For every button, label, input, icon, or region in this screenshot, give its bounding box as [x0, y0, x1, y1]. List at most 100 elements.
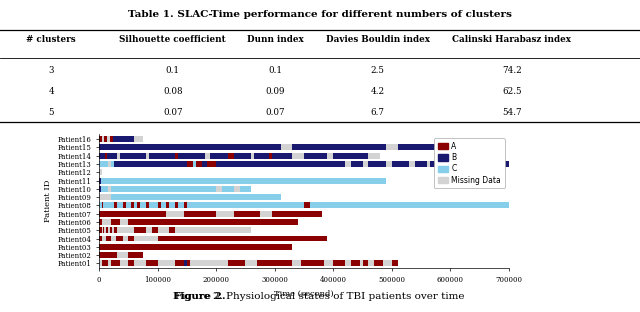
Bar	[333, 153, 369, 159]
Bar	[222, 186, 234, 192]
Bar	[234, 153, 252, 159]
Bar	[125, 202, 131, 208]
Bar	[149, 153, 175, 159]
Bar	[374, 261, 383, 266]
Bar	[146, 261, 157, 266]
Bar	[438, 161, 444, 167]
Bar	[149, 202, 157, 208]
Bar	[99, 136, 102, 142]
Bar	[345, 261, 351, 266]
Bar	[351, 261, 360, 266]
Bar	[427, 161, 430, 167]
Bar	[99, 219, 102, 225]
Bar	[129, 252, 143, 258]
Bar	[99, 161, 108, 167]
Bar	[120, 219, 129, 225]
Bar	[99, 236, 102, 241]
Bar	[187, 261, 190, 266]
Bar	[184, 211, 216, 217]
Text: 6.7: 6.7	[371, 108, 385, 117]
Bar	[178, 153, 205, 159]
Bar	[397, 144, 474, 150]
Bar	[146, 153, 149, 159]
Legend: A, B, C, Missing Data: A, B, C, Missing Data	[434, 138, 505, 188]
Text: Figure 2.: Figure 2.	[173, 292, 225, 301]
Bar	[328, 153, 333, 159]
Bar	[108, 261, 111, 266]
Text: Dunn index: Dunn index	[247, 35, 303, 44]
Bar	[392, 261, 397, 266]
Bar	[239, 186, 252, 192]
Bar	[157, 261, 175, 266]
Bar	[324, 261, 333, 266]
Bar	[280, 144, 292, 150]
Bar	[362, 261, 369, 266]
Bar	[175, 202, 178, 208]
Text: 0.09: 0.09	[266, 87, 285, 96]
Bar	[116, 236, 123, 241]
Bar	[157, 202, 161, 208]
Bar	[351, 161, 362, 167]
Bar	[304, 153, 328, 159]
Bar	[131, 202, 134, 208]
Bar	[178, 202, 184, 208]
Bar	[114, 202, 116, 208]
Bar	[383, 261, 392, 266]
Text: Figure 2. Physiological states of TBI patients over time: Figure 2. Physiological states of TBI pa…	[173, 292, 462, 301]
Bar	[386, 161, 392, 167]
Bar	[102, 136, 104, 142]
Bar	[116, 227, 134, 233]
Bar	[474, 161, 485, 167]
Text: 0.07: 0.07	[163, 108, 182, 117]
Bar	[107, 136, 109, 142]
Text: Figure 2. Physiological states of TBI patients over time: Figure 2. Physiological states of TBI pa…	[175, 292, 465, 301]
Bar	[99, 178, 101, 183]
Bar	[360, 261, 362, 266]
Bar	[216, 161, 345, 167]
Bar	[234, 186, 239, 192]
Bar	[292, 144, 386, 150]
Bar	[193, 161, 196, 167]
Bar	[102, 261, 108, 266]
Bar	[102, 236, 106, 241]
Bar	[216, 186, 222, 192]
Bar	[105, 153, 108, 159]
Bar	[196, 161, 202, 167]
Bar	[99, 186, 101, 192]
Bar	[104, 136, 107, 142]
Bar	[246, 261, 257, 266]
Bar	[99, 202, 102, 208]
Bar	[116, 252, 129, 258]
Text: 0.08: 0.08	[163, 87, 182, 96]
Text: 54.7: 54.7	[502, 108, 522, 117]
Text: Silhouette coefficient: Silhouette coefficient	[120, 35, 226, 44]
Bar	[184, 261, 187, 266]
Bar	[301, 261, 324, 266]
Bar	[123, 236, 129, 241]
Bar	[202, 161, 207, 167]
Bar	[166, 211, 184, 217]
Bar	[146, 202, 149, 208]
Bar	[415, 161, 427, 167]
Text: 0.1: 0.1	[166, 66, 180, 75]
Bar	[187, 161, 193, 167]
Bar	[106, 236, 111, 241]
Bar	[175, 227, 252, 233]
Text: 4: 4	[49, 87, 54, 96]
Bar	[129, 219, 298, 225]
Bar	[292, 261, 301, 266]
Bar	[386, 144, 397, 150]
Bar	[111, 194, 280, 200]
Bar	[228, 261, 246, 266]
Bar	[120, 153, 146, 159]
Bar	[101, 178, 386, 183]
Bar	[129, 261, 134, 266]
Bar	[272, 153, 292, 159]
Bar	[333, 261, 345, 266]
Bar	[129, 236, 134, 241]
Bar	[108, 161, 111, 167]
Bar	[485, 161, 509, 167]
Bar	[444, 161, 456, 167]
Bar	[175, 153, 178, 159]
Bar	[134, 202, 137, 208]
